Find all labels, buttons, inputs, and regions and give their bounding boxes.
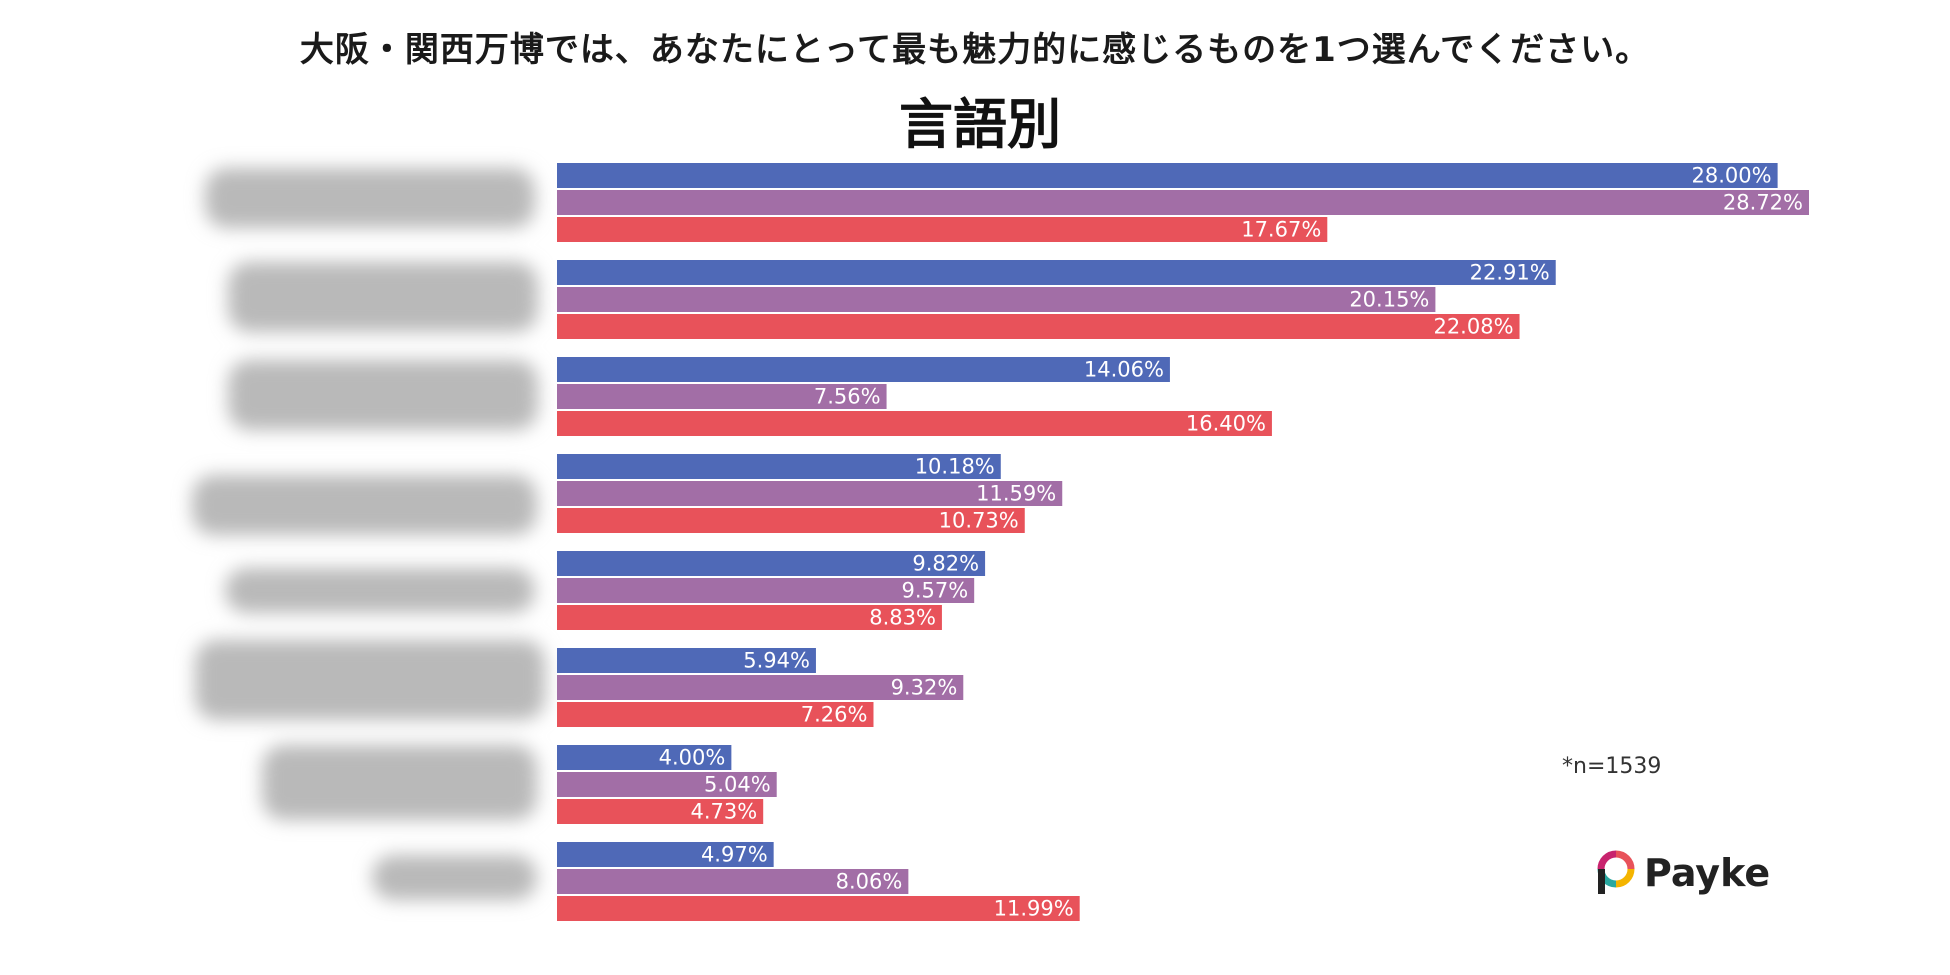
- chart-subtitle: 言語別: [899, 93, 1061, 156]
- data-label-category-8-series-1: 4.97%: [701, 843, 768, 867]
- category-label-4-redacted: [192, 475, 537, 535]
- data-label-category-5-series-2: 9.57%: [901, 579, 968, 603]
- bar-category-8-series-3: [557, 896, 1080, 921]
- question-title: 大阪・関西万博では、あなたにとって最も魅力的に感じるものを1つ選んでください。: [299, 30, 1651, 70]
- brand-name: Payke: [1644, 851, 1771, 895]
- category-label-3-redacted: [228, 360, 538, 430]
- bar-category-7-series-1: [557, 745, 732, 770]
- data-label-category-2-series-1: 22.91%: [1470, 261, 1550, 285]
- category-labels: [192, 168, 545, 900]
- data-label-category-4-series-1: 10.18%: [915, 455, 995, 479]
- sample-size-note: *n=1539: [1562, 754, 1662, 779]
- bar-category-4-series-1: [557, 454, 1001, 479]
- data-label-category-1-series-3: 17.67%: [1241, 218, 1321, 242]
- bar-category-1-series-1: [557, 163, 1778, 188]
- data-label-category-4-series-2: 11.59%: [976, 482, 1056, 506]
- bar-category-3-series-3: [557, 411, 1272, 436]
- data-label-category-7-series-1: 4.00%: [659, 746, 726, 770]
- bar-category-5-series-3: [557, 605, 942, 630]
- data-label-category-5-series-3: 8.83%: [869, 606, 936, 630]
- data-label-category-6-series-1: 5.94%: [743, 649, 810, 673]
- data-label-category-5-series-1: 9.82%: [912, 552, 979, 576]
- bar-category-2-series-3: [557, 314, 1520, 339]
- data-label-category-2-series-2: 20.15%: [1349, 288, 1429, 312]
- data-label-category-2-series-3: 22.08%: [1433, 315, 1513, 339]
- payke-logo: Payke: [1596, 850, 1770, 896]
- bar-category-3-series-2: [557, 384, 887, 409]
- category-label-5-redacted: [225, 568, 535, 613]
- bar-category-2-series-1: [557, 260, 1556, 285]
- bars: 28.00% 22.91% 14.06% 10.18% 9.82% 5.94% 4.00% 4…: [557, 163, 1809, 921]
- category-label-7-redacted: [262, 745, 537, 820]
- data-label-category-4-series-3: 10.73%: [939, 509, 1019, 533]
- data-label-category-8-series-2: 8.06%: [836, 870, 903, 894]
- data-label-category-3-series-2: 7.56%: [814, 385, 881, 409]
- bar-category-4-series-3: [557, 508, 1025, 533]
- bar-category-5-series-2: [557, 578, 975, 603]
- data-label-category-3-series-3: 16.40%: [1186, 412, 1266, 436]
- bar-category-2-series-2: [557, 287, 1436, 312]
- data-label-category-3-series-1: 14.06%: [1084, 358, 1164, 382]
- bar-category-4-series-2: [557, 481, 1063, 506]
- bar-category-6-series-1: [557, 648, 816, 673]
- data-label-category-1-series-1: 28.00%: [1692, 164, 1772, 188]
- payke-logo-icon: [1597, 850, 1635, 894]
- data-label-category-6-series-3: 7.26%: [801, 703, 868, 727]
- data-label-category-1-series-2: 28.72%: [1723, 191, 1803, 215]
- bar-category-8-series-2: [557, 869, 909, 894]
- bar-category-5-series-1: [557, 551, 986, 576]
- bar-category-1-series-2: [557, 190, 1809, 215]
- data-label-category-8-series-3: 11.99%: [994, 897, 1074, 921]
- data-label-category-7-series-2: 5.04%: [704, 773, 771, 797]
- category-label-2-redacted: [228, 262, 538, 332]
- bar-category-6-series-2: [557, 675, 964, 700]
- bar-category-7-series-2: [557, 772, 777, 797]
- bar-category-1-series-3: [557, 217, 1328, 242]
- bar-category-6-series-3: [557, 702, 874, 727]
- category-label-1-redacted: [205, 168, 535, 228]
- data-label-category-7-series-3: 4.73%: [690, 800, 757, 824]
- data-label-category-6-series-2: 9.32%: [891, 676, 958, 700]
- bar-category-8-series-1: [557, 842, 774, 867]
- category-label-8-redacted: [372, 855, 537, 900]
- bar-category-7-series-3: [557, 799, 764, 824]
- bar-category-3-series-1: [557, 357, 1170, 382]
- category-label-6-redacted: [195, 640, 545, 720]
